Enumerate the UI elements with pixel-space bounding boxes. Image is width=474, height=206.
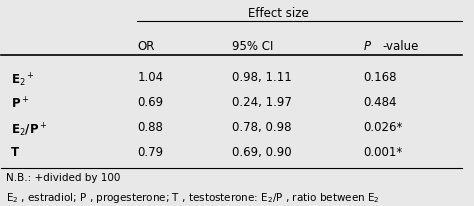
Text: T: T — [10, 145, 19, 158]
Text: -value: -value — [383, 40, 419, 53]
Text: 0.69, 0.90: 0.69, 0.90 — [232, 145, 292, 158]
Text: 1.04: 1.04 — [137, 71, 164, 84]
Text: Effect size: Effect size — [247, 7, 309, 20]
Text: E$_2$/P$^+$: E$_2$/P$^+$ — [10, 121, 47, 138]
Text: P$^+$: P$^+$ — [10, 96, 29, 111]
Text: 0.79: 0.79 — [137, 145, 164, 158]
Text: OR: OR — [137, 40, 155, 53]
Text: 0.88: 0.88 — [137, 121, 163, 134]
Text: P: P — [364, 40, 371, 53]
Text: 0.69: 0.69 — [137, 96, 164, 109]
Text: 0.98, 1.11: 0.98, 1.11 — [232, 71, 292, 84]
Text: 0.168: 0.168 — [364, 71, 397, 84]
Text: E$_2$$^+$: E$_2$$^+$ — [10, 71, 34, 88]
Text: 0.026*: 0.026* — [364, 121, 403, 134]
Text: 0.001*: 0.001* — [364, 145, 402, 158]
Text: N.B.: +divided by 100: N.B.: +divided by 100 — [6, 172, 120, 182]
Text: 0.24, 1.97: 0.24, 1.97 — [232, 96, 292, 109]
Text: 0.484: 0.484 — [364, 96, 397, 109]
Text: 0.78, 0.98: 0.78, 0.98 — [232, 121, 292, 134]
Text: 95% CI: 95% CI — [232, 40, 273, 53]
Text: E$_2$ , estradiol; P , progesterone; T , testosterone: E$_2$/P , ratio between E: E$_2$ , estradiol; P , progesterone; T ,… — [6, 190, 380, 204]
